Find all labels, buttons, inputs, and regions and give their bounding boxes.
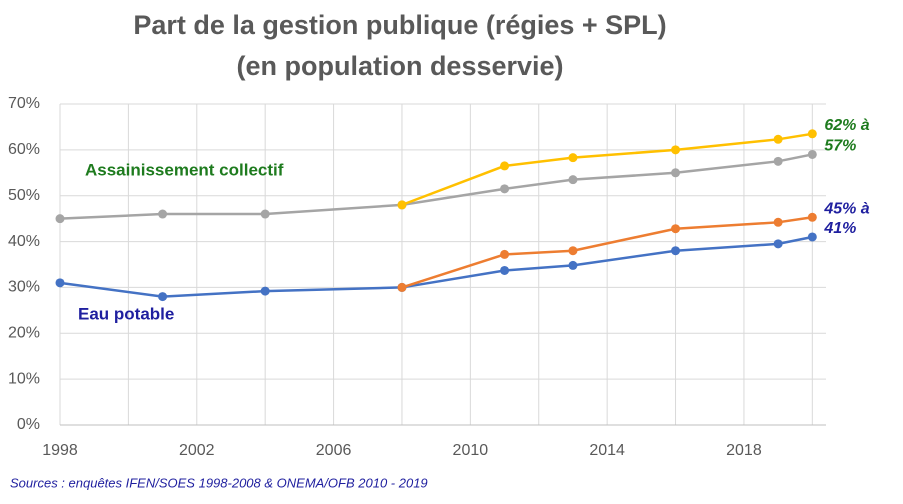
data-point — [807, 212, 817, 222]
data-point — [807, 129, 817, 139]
y-tick-label: 30% — [8, 279, 40, 296]
data-point — [671, 246, 681, 256]
data-point — [671, 168, 681, 178]
data-point — [671, 224, 681, 234]
data-point — [158, 292, 168, 302]
data-point — [260, 209, 270, 219]
series-line — [401, 132, 813, 207]
y-tick-label: 70% — [8, 95, 40, 112]
data-point — [568, 175, 578, 185]
data-point — [568, 153, 578, 163]
data-point — [500, 161, 510, 171]
data-point — [671, 145, 681, 155]
end-label: 57% — [824, 138, 856, 155]
y-tick-label: 0% — [17, 416, 40, 433]
end-label: 41% — [823, 220, 856, 237]
x-tick-label: 2006 — [316, 442, 352, 459]
data-point — [807, 232, 817, 242]
data-point — [568, 260, 578, 270]
data-point — [500, 265, 510, 275]
data-point — [260, 286, 270, 296]
data-point — [773, 134, 783, 144]
data-point — [568, 246, 578, 256]
series-line — [401, 216, 813, 289]
x-tick-label: 2010 — [453, 442, 489, 459]
y-tick-label: 20% — [8, 325, 40, 342]
x-tick-label: 1998 — [42, 442, 78, 459]
data-point — [55, 278, 65, 288]
source-note: Sources : enquêtes IFEN/SOES 1998-2008 &… — [10, 475, 428, 490]
y-tick-label: 50% — [8, 187, 40, 204]
y-tick-label: 60% — [8, 141, 40, 158]
data-point — [773, 239, 783, 249]
data-point — [500, 249, 510, 259]
data-point — [773, 217, 783, 227]
data-point — [773, 156, 783, 166]
chart-title: Part de la gestion publique (régies + SP… — [133, 10, 666, 40]
data-point — [158, 209, 168, 219]
chart-subtitle: (en population desservie) — [236, 51, 563, 81]
data-point — [807, 149, 817, 159]
data-point — [397, 282, 407, 292]
end-label: 62% à — [824, 117, 869, 134]
x-tick-label: 2002 — [179, 442, 215, 459]
series-name: Eau potable — [78, 304, 174, 323]
data-point — [55, 214, 65, 224]
series-name: Assainissement collectif — [85, 160, 284, 179]
y-tick-label: 10% — [8, 370, 40, 387]
data-point — [397, 200, 407, 210]
end-label: 45% à — [823, 200, 869, 217]
x-tick-label: 2014 — [589, 442, 625, 459]
y-tick-label: 40% — [8, 233, 40, 250]
data-point — [500, 184, 510, 194]
x-tick-label: 2018 — [726, 442, 762, 459]
